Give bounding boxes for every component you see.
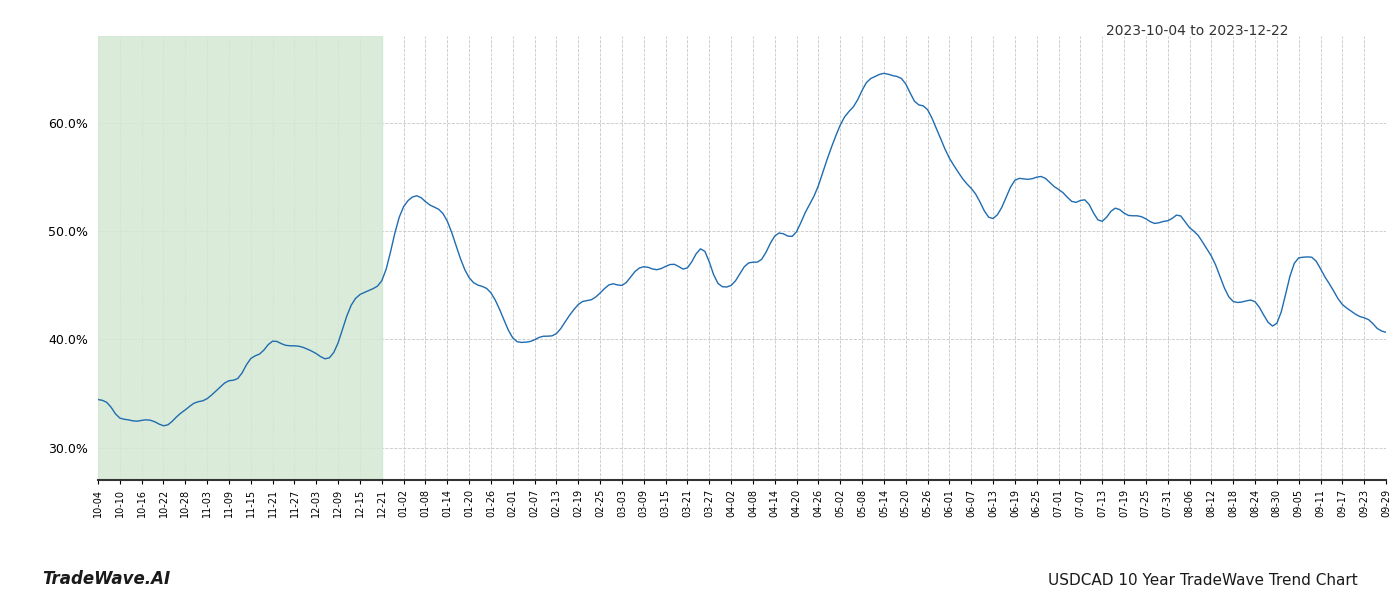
Text: TradeWave.AI: TradeWave.AI (42, 570, 171, 588)
Text: USDCAD 10 Year TradeWave Trend Chart: USDCAD 10 Year TradeWave Trend Chart (1049, 573, 1358, 588)
Bar (98, 36, 382, 480)
Text: 2023-10-04 to 2023-12-22: 2023-10-04 to 2023-12-22 (1106, 24, 1288, 38)
